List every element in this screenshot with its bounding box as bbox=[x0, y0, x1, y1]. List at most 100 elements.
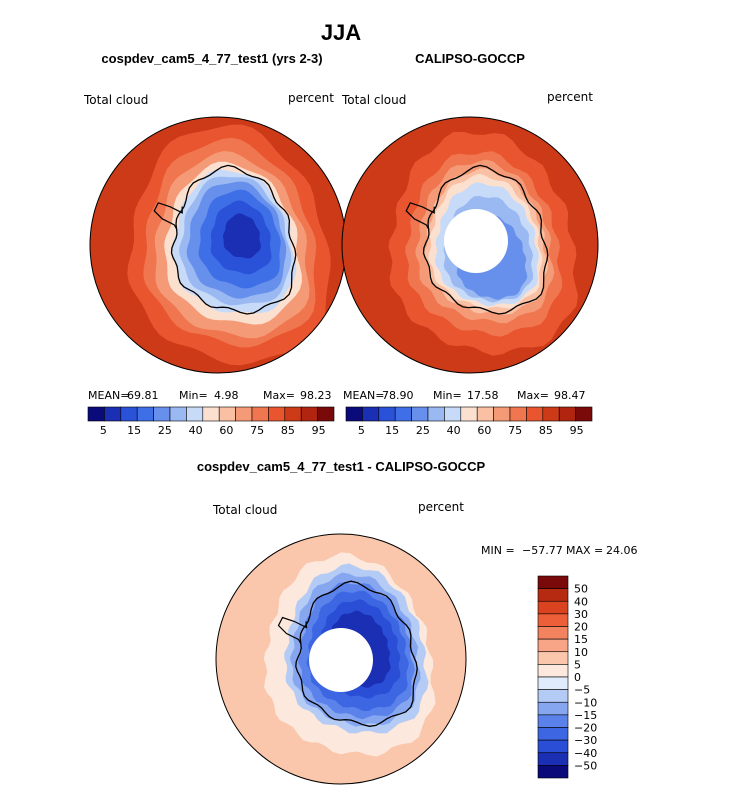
colorbar-swatch bbox=[87, 406, 105, 422]
colorbar-swatch bbox=[300, 406, 318, 422]
colorbar-swatch bbox=[120, 406, 138, 422]
colorbar-tick-label: 25 bbox=[416, 424, 430, 437]
colorbar-swatch bbox=[575, 406, 593, 422]
colorbar-swatch bbox=[284, 406, 302, 422]
panel2-coastline bbox=[422, 164, 549, 315]
colorbar-tick-label: 0 bbox=[574, 671, 581, 684]
colorbar-tick-label: 75 bbox=[250, 424, 264, 437]
colorbar-tick-label: 75 bbox=[508, 424, 522, 437]
colorbar-tick-label: 95 bbox=[570, 424, 584, 437]
panel1-variable: Total cloud bbox=[83, 93, 148, 107]
colorbar-swatch bbox=[537, 600, 569, 615]
colorbar-tick-label: 5 bbox=[358, 424, 365, 437]
colorbar-tick-label: 60 bbox=[477, 424, 491, 437]
colorbar-tick-label: −30 bbox=[574, 734, 597, 747]
colorbar-tick-label: 5 bbox=[100, 424, 107, 437]
colorbar-tick-label: −10 bbox=[574, 696, 597, 709]
panel2-max-value: 98.47 bbox=[554, 389, 586, 402]
colorbar-swatch bbox=[218, 406, 236, 422]
colorbar-swatch bbox=[444, 406, 462, 422]
colorbar-tick-label: 40 bbox=[574, 595, 588, 608]
panel1-stats: MEAN= 69.81 Min= 4.98 Max= 98.23 bbox=[88, 389, 332, 402]
colorbar-swatch bbox=[411, 406, 429, 422]
colorbar-tick-label: 85 bbox=[539, 424, 553, 437]
colorbar-tick-label: 15 bbox=[574, 633, 588, 646]
panel1-peninsula-coast bbox=[153, 202, 183, 230]
colorbar-swatch bbox=[537, 651, 569, 665]
panel2-colorbar: 5 15 25 40 60 75 85 95 bbox=[345, 406, 593, 437]
panel3-coastline bbox=[295, 580, 418, 727]
colorbar-tick-label: 50 bbox=[574, 583, 588, 596]
colorbar-tick-label: 20 bbox=[574, 621, 588, 634]
colorbar-swatch bbox=[537, 626, 569, 640]
panel1-colorbar: 5 15 25 40 60 75 85 95 bbox=[87, 406, 335, 437]
colorbar-swatch bbox=[378, 406, 396, 422]
panel2-max-label: Max= bbox=[517, 389, 549, 402]
colorbar-swatch bbox=[317, 406, 335, 422]
colorbar-swatch bbox=[537, 714, 569, 728]
colorbar-tick-label: 40 bbox=[189, 424, 203, 437]
panel2-mean-value: 78.90 bbox=[382, 389, 414, 402]
colorbar-swatch bbox=[542, 406, 560, 422]
colorbar-swatch bbox=[537, 765, 569, 779]
missing-data-hole bbox=[444, 209, 508, 273]
colorbar-swatch bbox=[537, 701, 569, 716]
panel1-map bbox=[90, 117, 346, 373]
panel2-variable: Total cloud bbox=[341, 93, 406, 107]
panel2-units: percent bbox=[547, 90, 593, 104]
colorbar-swatch bbox=[235, 406, 253, 422]
colorbar-swatch bbox=[537, 752, 569, 766]
panel3-max-label: MAX = bbox=[566, 544, 603, 557]
panel1-coastline bbox=[170, 164, 297, 315]
colorbar-swatch bbox=[537, 588, 569, 602]
colorbar-tick-label: −20 bbox=[574, 722, 597, 735]
panel3-stats: MIN = −57.77 MAX = 24.06 bbox=[481, 544, 638, 557]
colorbar-swatch bbox=[509, 406, 527, 422]
panel1-title: cospdev_cam5_4_77_test1 (yrs 2-3) bbox=[101, 51, 322, 66]
colorbar-tick-label: 85 bbox=[281, 424, 295, 437]
colorbar-tick-label: 95 bbox=[312, 424, 326, 437]
colorbar-swatch bbox=[251, 406, 269, 422]
colorbar-swatch bbox=[268, 406, 286, 422]
colorbar-tick-label: −15 bbox=[574, 709, 597, 722]
panel2-title: CALIPSO-GOCCP bbox=[415, 51, 525, 66]
colorbar-tick-label: 5 bbox=[574, 658, 581, 671]
panel3-peninsula-coast bbox=[277, 616, 308, 645]
colorbar-tick-label: 25 bbox=[158, 424, 172, 437]
colorbar-swatch bbox=[345, 406, 363, 422]
panel1-units: percent bbox=[288, 91, 334, 105]
panel1-max-label: Max= bbox=[263, 389, 295, 402]
colorbar-tick-label: 60 bbox=[219, 424, 233, 437]
colorbar-tick-label: 15 bbox=[127, 424, 141, 437]
colorbar-swatch bbox=[202, 406, 220, 422]
colorbar-tick-label: −5 bbox=[574, 684, 590, 697]
colorbar-swatch bbox=[104, 406, 122, 422]
colorbar-swatch bbox=[460, 406, 478, 422]
panel3-min-label: MIN = bbox=[481, 544, 515, 557]
panel2-peninsula-coast bbox=[405, 202, 435, 230]
missing-data-hole bbox=[309, 628, 373, 692]
colorbar-swatch bbox=[537, 739, 569, 754]
panel2-map-border bbox=[341, 116, 599, 374]
colorbar-swatch bbox=[537, 638, 569, 653]
colorbar-swatch bbox=[169, 406, 187, 422]
colorbar-swatch bbox=[537, 727, 569, 741]
panel1-mean-value: 69.81 bbox=[127, 389, 159, 402]
panel2-stats: MEAN= 78.90 Min= 17.58 Max= 98.47 bbox=[343, 389, 586, 402]
colorbar-swatch bbox=[476, 406, 494, 422]
panel1-mean-label: MEAN= bbox=[88, 389, 129, 402]
colorbar-swatch bbox=[362, 406, 380, 422]
colorbar-swatch bbox=[537, 575, 569, 589]
colorbar-swatch bbox=[186, 406, 204, 422]
colorbar-swatch bbox=[526, 406, 544, 422]
panel2-mean-label: MEAN= bbox=[343, 389, 384, 402]
panel2-min-value: 17.58 bbox=[467, 389, 499, 402]
colorbar-swatch bbox=[537, 664, 569, 678]
colorbar-swatch bbox=[427, 406, 445, 422]
panel2-min-label: Min= bbox=[433, 389, 462, 402]
colorbar-swatch bbox=[537, 689, 569, 703]
panel3-map-border bbox=[215, 533, 467, 785]
contour-band bbox=[223, 213, 261, 259]
